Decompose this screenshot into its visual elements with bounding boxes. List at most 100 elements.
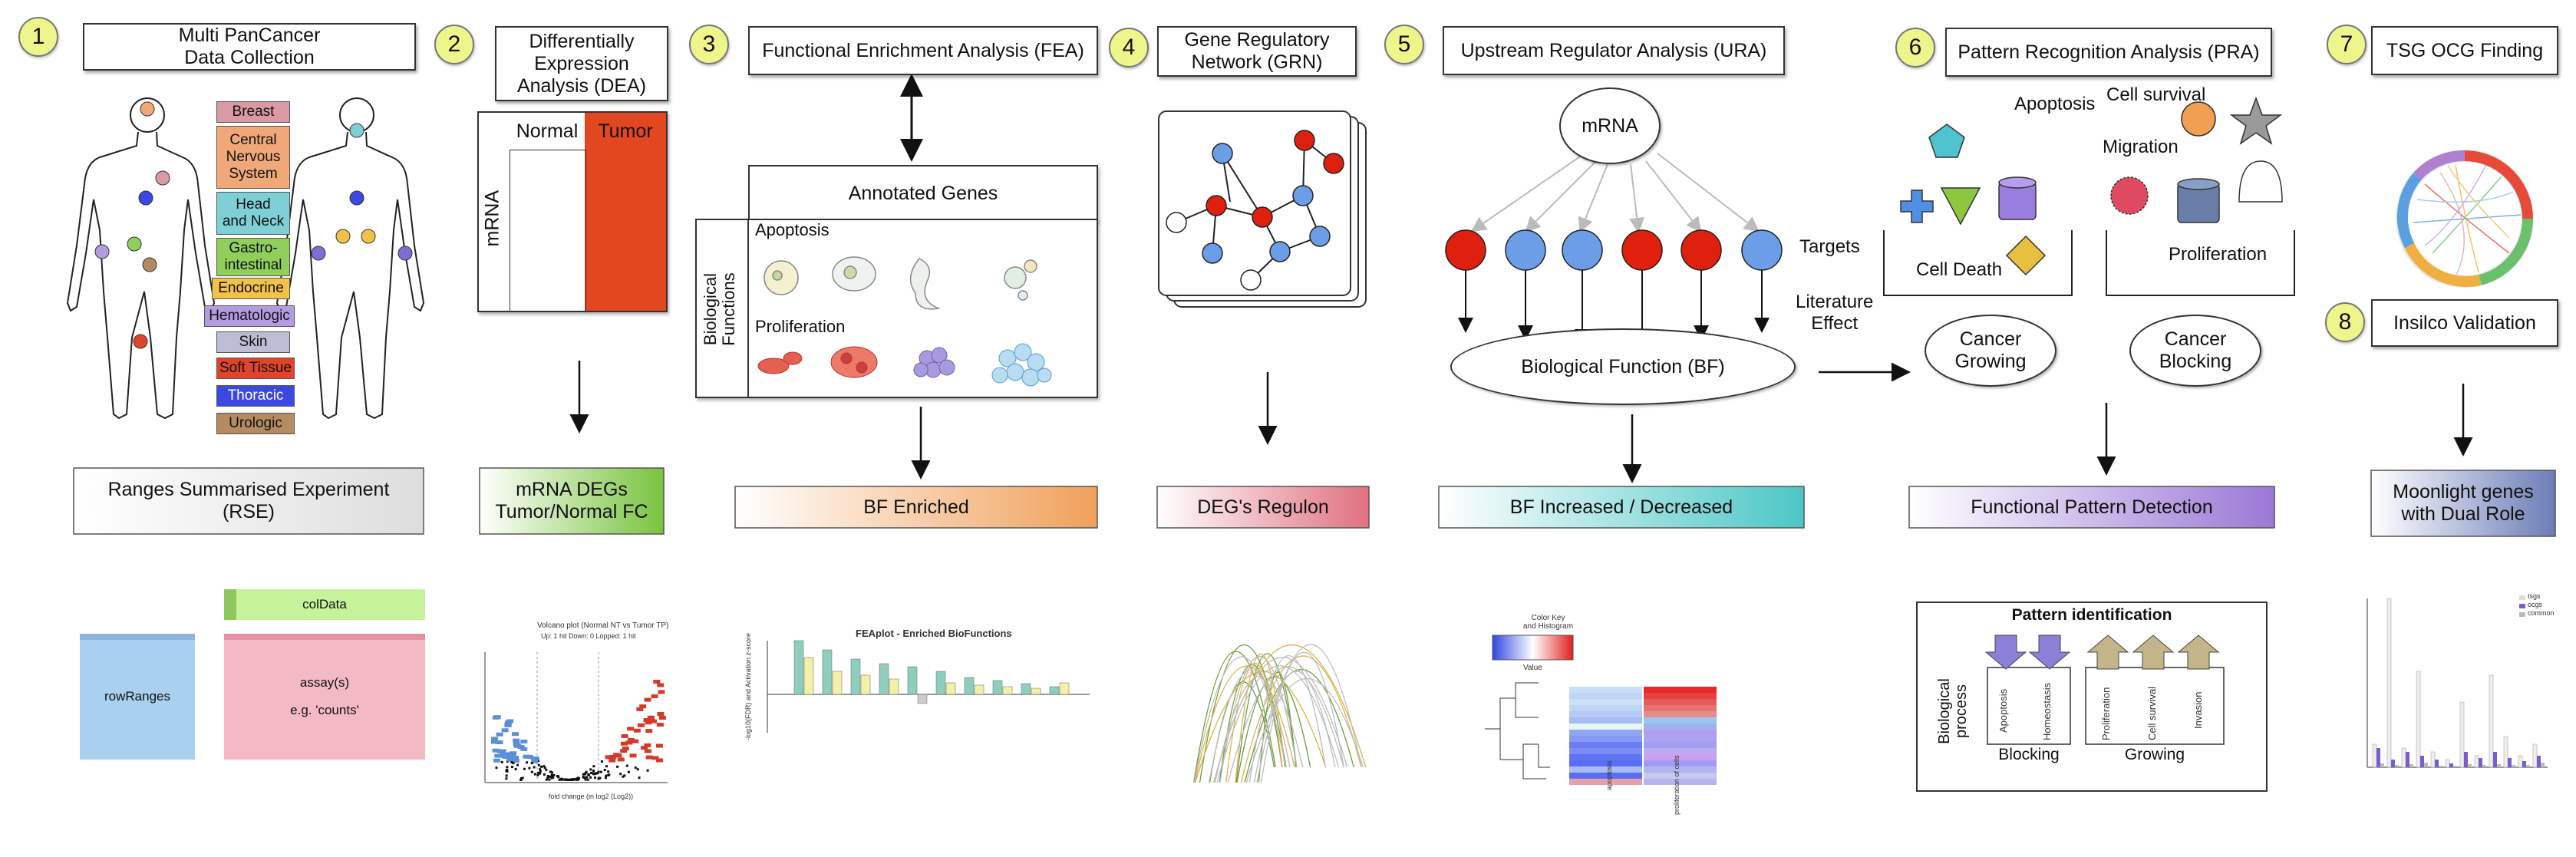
fea-bar-zscore (803, 657, 814, 695)
volcano-point (576, 777, 579, 780)
volcano-point (600, 760, 603, 763)
output-rse: Ranges Summarised Experiment (RSE) (107, 479, 390, 522)
fea-bar-zscore (1002, 686, 1013, 695)
volcano-point (563, 778, 566, 781)
volcano-point (550, 776, 553, 780)
pra-literature-effect-label: Literature Effect (1796, 292, 1874, 334)
volcano-point (551, 771, 554, 774)
volcano-point (549, 775, 552, 778)
fea-bar-zscore (889, 678, 899, 695)
volcano-point (506, 760, 509, 763)
moon-bar-common (2541, 763, 2545, 767)
volcano-point (506, 766, 509, 769)
heatmap-cell (1644, 693, 1717, 699)
volcano-point (584, 772, 587, 775)
volcano-point (536, 773, 539, 776)
moon-bar-tsg (2386, 598, 2392, 768)
regulon-arc (1208, 669, 1291, 783)
pattern-label-proliferation: Proliferation (2100, 687, 2112, 740)
volcano-point (559, 778, 562, 781)
moon-bar-common (2468, 764, 2472, 767)
fea-annotated-genes: Annotated Genes (748, 165, 1098, 222)
volcano-point (504, 723, 512, 727)
volcano-point (530, 770, 533, 773)
moon-bar-tsg (2474, 755, 2479, 768)
volcano-point (620, 749, 628, 753)
heatmap-cell (1644, 705, 1717, 711)
volcano-point (584, 778, 587, 781)
volcano-point (622, 746, 629, 750)
volcano-point (528, 766, 531, 770)
volcano-point (604, 776, 607, 780)
heatmap-cell (1569, 693, 1642, 699)
heatmap-key-title: Color Key and Histogram (1523, 614, 1574, 631)
volcano-point (592, 772, 595, 775)
volcano-point (651, 694, 658, 699)
volcano-point (643, 717, 651, 722)
regulon-arc (1219, 655, 1298, 783)
fea-bar-count (935, 671, 946, 695)
regulon-arc (1260, 651, 1344, 783)
volcano-point (539, 772, 542, 775)
heatmap-cell (1644, 760, 1717, 766)
volcano-point (520, 740, 528, 744)
organ-dots (94, 101, 413, 349)
pattern-growing-label: Growing (2124, 746, 2185, 763)
fea-bar-count (850, 658, 861, 695)
volcano-point (655, 743, 663, 748)
volcano-point (561, 778, 564, 781)
volcano-point (491, 740, 499, 744)
volcano-point (557, 776, 560, 779)
heatmap-cell (1569, 760, 1642, 766)
pra-cell-survival-label: Cell survival (2106, 84, 2206, 105)
pattern-title: Pattern identification (2011, 606, 2172, 624)
volcano-point (505, 770, 508, 773)
heatmap-cell (1569, 748, 1642, 754)
volcano-point (608, 773, 611, 776)
volcano-point (539, 770, 542, 773)
heatmap-cell (1644, 717, 1717, 724)
heatmap-cell (1569, 711, 1642, 717)
moon-bar-tsg (2532, 743, 2538, 768)
fea-apoptosis-label: Apoptosis (755, 220, 830, 239)
heatmap-cell (1644, 766, 1717, 773)
volcano-point (657, 711, 665, 716)
step-7-title: TSG OCG Finding (2371, 26, 2558, 75)
volcano-point (550, 773, 553, 776)
heatmap-cell (1569, 766, 1642, 773)
volcano-point (582, 773, 585, 776)
volcano-point (512, 762, 515, 765)
volcano-point (519, 778, 523, 781)
regulon-arc (1245, 677, 1364, 783)
moon-legend-ocgs: ocgs (2528, 601, 2543, 608)
volcano-point (619, 773, 622, 776)
volcano-point (644, 749, 651, 753)
moon-bar-tsg (2459, 701, 2465, 768)
feaplot-ylabel: -log10(FDR) and Activation z-score (744, 632, 753, 741)
moon-bar-tsg (2401, 747, 2406, 768)
moon-bar-tsg (2445, 759, 2450, 768)
pattern-label-cell-survival: Cell survival (2146, 686, 2158, 740)
dea-tumor-column (585, 113, 666, 311)
volcano-point (583, 776, 586, 780)
regulon-arc (1240, 655, 1362, 783)
body-outline-front (66, 97, 216, 420)
fea-bar-count (964, 677, 975, 695)
volcano-point (623, 774, 626, 777)
volcano-point (596, 772, 599, 775)
volcano-point (546, 775, 549, 778)
volcano-point (605, 765, 608, 768)
regulon-arc (1235, 653, 1298, 783)
moon-legend-common: common (2528, 609, 2555, 617)
heatmap-cell (1644, 730, 1717, 736)
volcano-point (533, 766, 536, 769)
volcano-point (501, 728, 509, 733)
moon-bar-ocg (2391, 760, 2395, 767)
step-1-title: Multi PanCancer Data Collection (83, 23, 416, 71)
fea-cell-illustrations (757, 256, 1052, 387)
volcano-point (616, 765, 619, 768)
pattern-panel (1916, 602, 2268, 792)
step-6-number: 6 (1895, 28, 1935, 68)
pra-shapes (1900, 96, 2283, 276)
